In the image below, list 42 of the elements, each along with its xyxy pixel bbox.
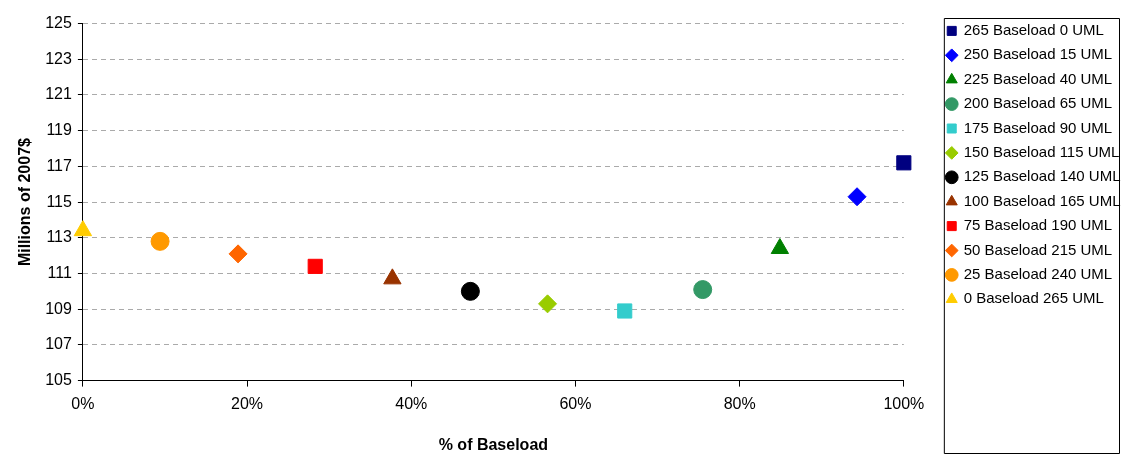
legend-label: 75 Baseload 190 UML — [963, 216, 1113, 234]
y-axis-title: Millions of 2007$ — [16, 137, 34, 267]
legend-label: 50 Baseload 215 UML — [963, 240, 1113, 258]
legend-label: 100 Baseload 165 UML — [963, 191, 1121, 209]
y-tick-label: 111 — [47, 263, 72, 281]
point — [150, 231, 170, 251]
x-axis-title: % of Baseload — [438, 435, 549, 453]
point — [617, 303, 633, 319]
x-tick-label: 20% — [231, 394, 264, 412]
y-tick-label: 119 — [46, 121, 72, 139]
point — [693, 280, 713, 300]
legend-label: 125 Baseload 140 UML — [963, 167, 1121, 185]
y-tick-label: 109 — [45, 299, 72, 317]
point — [307, 258, 323, 274]
legend-label: 250 Baseload 15 UML — [963, 45, 1113, 63]
point — [228, 244, 248, 264]
legend-label: 175 Baseload 90 UML — [963, 118, 1113, 136]
y-tick-label: 125 — [45, 14, 72, 32]
y-tick-label: 107 — [45, 335, 72, 353]
point — [770, 238, 790, 255]
y-tick-label: 115 — [46, 192, 72, 210]
y-tick-label: 113 — [46, 228, 72, 246]
x-tick-label: 100% — [883, 394, 925, 412]
legend-label: 265 Baseload 0 UML — [963, 21, 1104, 39]
legend-label: 25 Baseload 240 UML — [963, 265, 1113, 283]
point — [847, 187, 867, 207]
y-tick-label: 121 — [45, 85, 72, 103]
point — [538, 294, 558, 314]
y-tick-label: 105 — [45, 371, 72, 389]
point — [896, 155, 912, 171]
legend-label: 225 Baseload 40 UML — [963, 69, 1113, 87]
x-tick-label: 60% — [559, 394, 592, 412]
x-tick-label: 40% — [395, 394, 428, 412]
x-tick-label: 0% — [71, 394, 95, 412]
legend-label: 200 Baseload 65 UML — [963, 94, 1113, 112]
point — [73, 220, 93, 237]
y-tick-label: 123 — [45, 49, 72, 67]
y-tick-label: 117 — [46, 156, 72, 174]
legend-label: 150 Baseload 115 UML — [963, 143, 1120, 161]
legend-label: 0 Baseload 265 UML — [963, 289, 1104, 307]
point — [460, 281, 480, 301]
x-tick-label: 80% — [723, 394, 756, 412]
